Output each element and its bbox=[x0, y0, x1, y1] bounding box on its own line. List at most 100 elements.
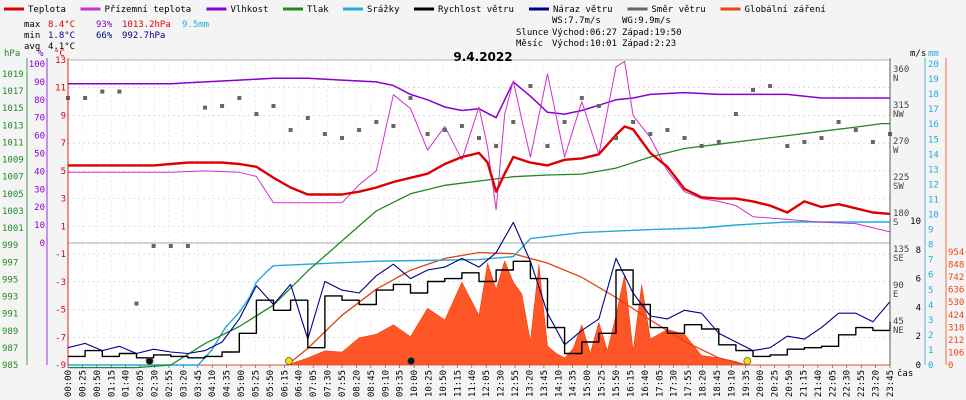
x-tick-label: 08:20 bbox=[352, 370, 362, 397]
header: Teplota Přízemní teplota Vlhkost Tlak Srážky… bbox=[4, 5, 826, 64]
stat-value: 9.5mm bbox=[182, 20, 209, 30]
radiation-tick: 424 bbox=[948, 311, 964, 321]
series-wind-direction-point bbox=[357, 128, 362, 132]
mm-tick: 8 bbox=[928, 241, 933, 251]
direction-tick: 45 bbox=[893, 317, 904, 327]
mm-tick: 4 bbox=[928, 301, 933, 311]
percent-unit: % bbox=[38, 49, 44, 59]
x-tick-label: 09:10 bbox=[381, 370, 391, 397]
series-global-radiation bbox=[68, 260, 890, 366]
series-wind-direction-point bbox=[100, 89, 105, 94]
series-wind-direction-point bbox=[631, 120, 636, 124]
x-tick-label: 06:15 bbox=[280, 370, 290, 397]
x-tick-label: 23:45 bbox=[886, 370, 896, 397]
x-tick-label: 23:20 bbox=[872, 370, 882, 397]
series-wind-direction-point bbox=[733, 112, 738, 116]
celsius-unit: °C bbox=[54, 49, 65, 59]
hpa-tick: 1011 bbox=[2, 138, 24, 148]
x-tick-label: 15:50 bbox=[612, 370, 622, 397]
series-wind-direction-point bbox=[408, 96, 413, 100]
mm-tick: 1 bbox=[928, 346, 933, 356]
percent-tick: 80 bbox=[34, 96, 45, 106]
x-tick-label: 22:30 bbox=[843, 370, 853, 397]
x-tick-label: 09:35 bbox=[396, 370, 406, 397]
series-wind-direction-point bbox=[665, 128, 670, 132]
celsius-tick: -9 bbox=[55, 361, 66, 371]
x-tick-label: 05:25 bbox=[251, 370, 261, 397]
x-tick-label: 11:40 bbox=[468, 370, 478, 397]
series-wind-direction-point bbox=[579, 96, 584, 100]
percent-tick: 100 bbox=[29, 60, 45, 70]
x-tick-label: 11:15 bbox=[453, 370, 463, 397]
legend-label: Tlak bbox=[307, 5, 329, 15]
x-tick-label: 10:25 bbox=[425, 370, 435, 397]
ms-tick: 6 bbox=[916, 275, 921, 285]
series-wind-direction-point bbox=[459, 124, 464, 128]
radiation-tick: 954 bbox=[948, 248, 964, 258]
series-wind-direction-point bbox=[220, 104, 225, 108]
x-tick-label: 00:50 bbox=[93, 370, 103, 397]
stat-value: Východ:06:27 bbox=[552, 28, 617, 38]
x-tick-label: 03:45 bbox=[194, 370, 204, 397]
hpa-tick: 1019 bbox=[2, 70, 24, 80]
series-wind-direction-point bbox=[374, 120, 379, 124]
radiation-layer bbox=[68, 251, 890, 366]
hpa-tick: 1017 bbox=[2, 87, 24, 97]
series-wind-direction-point bbox=[682, 136, 687, 140]
hpa-tick: 1009 bbox=[2, 156, 24, 166]
celsius-tick: 11 bbox=[55, 84, 66, 94]
series-wind-direction-point bbox=[853, 128, 858, 132]
stat-value: WG:9.9m/s bbox=[622, 16, 671, 26]
x-tick-label: 00:00 bbox=[64, 370, 74, 397]
percent-tick: 50 bbox=[34, 150, 45, 160]
x-tick-label: 18:45 bbox=[713, 370, 723, 397]
x-tick-label: 03:20 bbox=[179, 370, 189, 397]
marker-moonrise bbox=[407, 357, 416, 365]
stat-value: 4.1°C bbox=[48, 42, 75, 52]
legend-label: Přízemní teplota bbox=[105, 5, 192, 15]
x-tick-label: 21:40 bbox=[814, 370, 824, 397]
percent-tick: 60 bbox=[34, 132, 45, 142]
x-tick-label: 16:40 bbox=[641, 370, 651, 397]
percent-tick: 10 bbox=[34, 221, 45, 231]
x-tick-label: 10:00 bbox=[410, 370, 420, 397]
mm-tick: 20 bbox=[928, 60, 939, 70]
direction-tick: 315 bbox=[893, 101, 909, 111]
x-tick-label: 12:30 bbox=[497, 370, 507, 397]
celsius-tick: -5 bbox=[55, 306, 66, 316]
series-wind-direction-point bbox=[134, 301, 139, 306]
hpa-tick: 997 bbox=[2, 258, 18, 268]
stat-value: 1013.2hPa bbox=[122, 20, 171, 30]
celsius-tick: -3 bbox=[55, 278, 66, 288]
series-wind-direction-point bbox=[117, 89, 122, 94]
direction-tick: 90 bbox=[893, 281, 904, 291]
hpa-tick: 1007 bbox=[2, 173, 24, 183]
series-wind-direction-point bbox=[596, 104, 601, 108]
x-axis-label: čas bbox=[897, 368, 913, 379]
series-wind-direction-point bbox=[699, 144, 704, 148]
stat-value: 93% bbox=[96, 20, 113, 30]
series-humidity bbox=[68, 77, 890, 119]
celsius-tick: 9 bbox=[61, 111, 66, 121]
x-tick-label: 02:30 bbox=[151, 370, 161, 397]
legend-label: Rychlost větru bbox=[438, 5, 514, 15]
radiation-tick: 636 bbox=[948, 286, 964, 296]
mm-tick: 17 bbox=[928, 105, 939, 115]
ms-tick: 2 bbox=[916, 332, 921, 342]
x-tick-label: 19:10 bbox=[727, 370, 737, 397]
series-layer bbox=[66, 60, 892, 369]
hpa-tick: 1013 bbox=[2, 121, 24, 131]
mm-tick: 7 bbox=[928, 256, 933, 266]
mm-tick: 16 bbox=[928, 120, 939, 130]
direction-tick-name: SW bbox=[893, 182, 904, 192]
series-pressure bbox=[68, 122, 890, 369]
percent-tick: 0 bbox=[40, 239, 45, 249]
legend-label: Směr větru bbox=[652, 5, 706, 15]
series-wind-direction-point bbox=[545, 144, 550, 148]
axes-layer: 00:00 00:25 00:50 01:15 01:40 02:05 02:30 02:55… bbox=[2, 49, 964, 397]
x-tick-label: 22:05 bbox=[828, 370, 838, 397]
series-wind-direction-point bbox=[494, 144, 499, 148]
mm-tick: 10 bbox=[928, 211, 939, 221]
x-tick-label: 07:30 bbox=[324, 370, 334, 397]
x-tick-label: 20:50 bbox=[785, 370, 795, 397]
